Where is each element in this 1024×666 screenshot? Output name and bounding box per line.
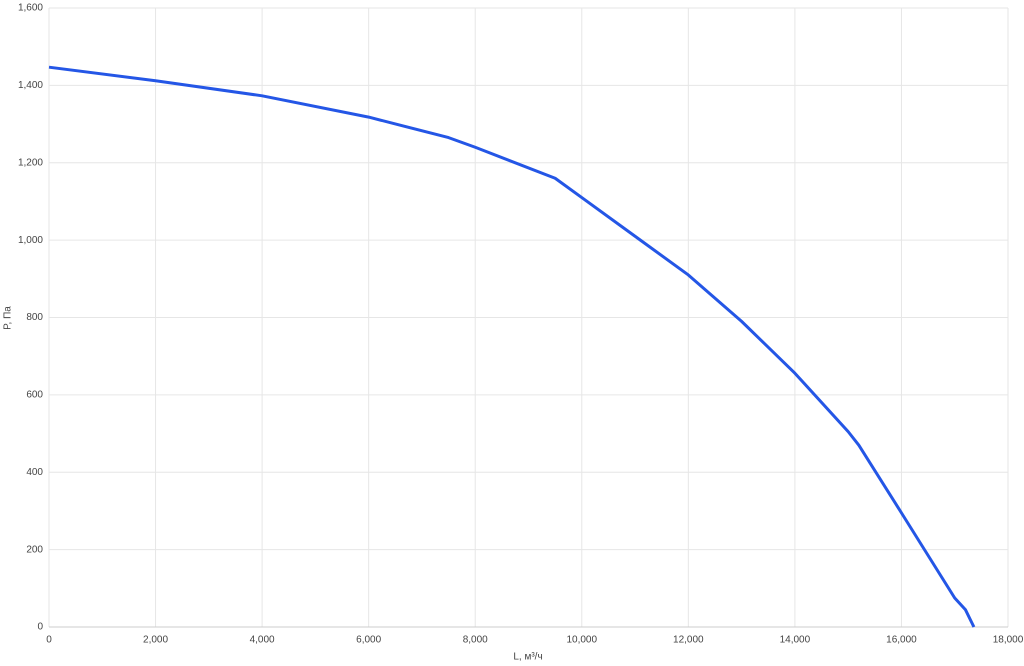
- y-tick-label: 800: [26, 312, 43, 323]
- x-tick-label: 12,000: [673, 635, 704, 646]
- x-tick-label: 0: [46, 635, 52, 646]
- x-axis-title: L, м³/ч: [513, 652, 542, 663]
- y-tick-label: 1,200: [18, 157, 43, 168]
- x-tick-label: 2,000: [143, 635, 168, 646]
- y-tick-label: 1,400: [18, 80, 43, 91]
- x-tick-label: 6,000: [356, 635, 381, 646]
- x-tick-label: 16,000: [886, 635, 917, 646]
- y-tick-label: 600: [26, 390, 43, 401]
- x-tick-label: 4,000: [250, 635, 275, 646]
- y-axis-title: P, Па: [3, 306, 14, 330]
- x-tick-label: 10,000: [566, 635, 597, 646]
- line: [48, 65, 976, 628]
- y-tick-label: 0: [37, 622, 43, 633]
- x-tick-label: 14,000: [780, 635, 811, 646]
- x-tick-label: 18,000: [993, 635, 1024, 646]
- y-tick-label: 1,600: [18, 3, 43, 14]
- y-tick-label: 1,000: [18, 235, 43, 246]
- y-tick-label: 200: [26, 544, 43, 555]
- y-tick-label: 400: [26, 467, 43, 478]
- x-tick-label: 8,000: [463, 635, 488, 646]
